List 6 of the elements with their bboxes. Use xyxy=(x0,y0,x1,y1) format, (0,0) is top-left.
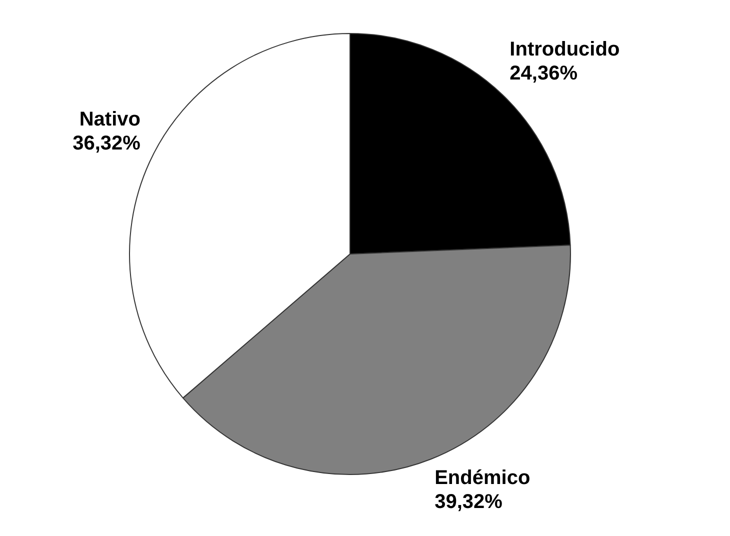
slice-label: Nativo xyxy=(79,108,140,130)
data-label: 36,32% xyxy=(72,132,141,154)
slice-label: Endémico xyxy=(434,466,530,489)
data-label: 24,36% xyxy=(510,62,578,84)
slice-label: Introducido xyxy=(510,38,620,60)
data-label: 39,32% xyxy=(434,490,503,513)
